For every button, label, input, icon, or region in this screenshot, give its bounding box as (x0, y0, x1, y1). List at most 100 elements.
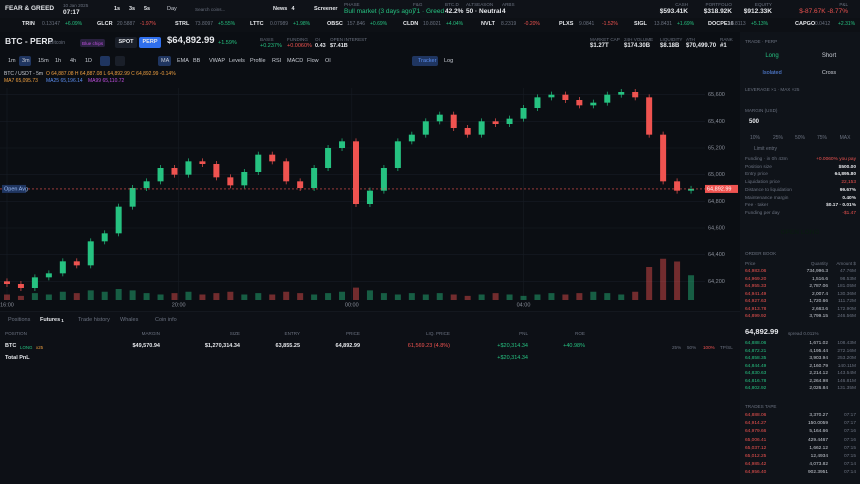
indicators[interactable]: RSI (272, 58, 282, 64)
label: Funding · in 0h 43m (745, 157, 788, 162)
symbol[interactable]: CLDN (403, 21, 419, 27)
tabs[interactable]: Coin info (155, 317, 177, 323)
chart-type-button[interactable] (100, 56, 110, 66)
speeds[interactable]: 3s (128, 6, 136, 12)
bids: 1,671.02 (809, 341, 828, 346)
label: BASIS (260, 37, 274, 42)
brand: FEAR & GREED (5, 5, 55, 12)
indicators[interactable]: Profile (250, 58, 266, 64)
volume-bar (115, 289, 122, 300)
intervals[interactable]: 1D (85, 58, 93, 64)
asks: 111.72M (838, 299, 856, 304)
candle-body (478, 121, 485, 135)
indicators[interactable]: VWAP (209, 58, 225, 64)
pcts[interactable]: 75% (816, 135, 828, 141)
isolated[interactable]: Isolated (762, 70, 782, 76)
tabs[interactable]: Trade history (78, 317, 110, 323)
intervals[interactable]: 1m (8, 58, 16, 64)
intervals[interactable]: 15m (38, 58, 49, 64)
bids: 64,802.92 (745, 386, 767, 391)
price: 65,037.12 (745, 445, 767, 451)
candle-body (101, 233, 108, 242)
indicators[interactable]: EMA (177, 58, 189, 64)
tracker[interactable]: Tracker (418, 58, 437, 64)
intervals[interactable]: 4h (70, 58, 77, 64)
indicators[interactable]: Levels (229, 58, 245, 64)
symbol[interactable]: OBSC (327, 21, 343, 27)
candle-body (73, 261, 80, 266)
candle-body (380, 168, 387, 191)
limit[interactable]: Limit entry (754, 146, 778, 152)
ohlc: O 64,887.08 H 64,887.08 L 64,892.99 C 64… (46, 71, 176, 77)
screener[interactable]: Screener (314, 6, 338, 12)
log[interactable]: Log (444, 58, 454, 64)
volume-bar (450, 294, 457, 300)
spot-button[interactable] (115, 37, 137, 48)
indicators[interactable]: BB (193, 58, 201, 64)
short[interactable]: Short (821, 53, 837, 59)
indicators[interactable]: MA (161, 58, 170, 64)
symbol[interactable]: SIGL (634, 21, 647, 27)
y-tick-label: 64,800 (708, 199, 725, 205)
bids: 131.35M (837, 386, 856, 391)
margin[interactable]: 500 (749, 118, 760, 125)
volume-bar (227, 291, 234, 300)
pcts[interactable]: 10% (749, 135, 761, 141)
news[interactable]: News (273, 6, 288, 12)
candle-body (325, 148, 332, 168)
tabs[interactable]: Whales (120, 317, 139, 323)
intervals[interactable]: 3m (22, 58, 30, 64)
symbol[interactable]: NVLT (481, 21, 495, 27)
symbol[interactable]: TRIN (22, 21, 35, 27)
candle-body (269, 154, 276, 162)
positions-panel (0, 312, 740, 484)
actions[interactable]: 100% (703, 344, 715, 350)
actions[interactable]: TP/SL (720, 344, 733, 350)
candle-body (548, 94, 555, 98)
volume-bar (31, 293, 38, 300)
volume-bar (464, 295, 471, 300)
indicators[interactable]: Flow (307, 58, 319, 64)
volume-bar (339, 291, 346, 300)
asks: 1,720.66 (809, 299, 828, 304)
spot[interactable]: SPOT (118, 39, 134, 45)
asks: 130.36M (837, 291, 856, 297)
chart-type-button[interactable] (115, 56, 125, 66)
symbol[interactable]: STRL (175, 21, 190, 27)
speeds[interactable]: 5s (143, 6, 151, 12)
speeds[interactable]: 1s (113, 6, 121, 12)
search[interactable]: Search coins... (195, 7, 226, 12)
perp[interactable]: PERP (142, 39, 158, 45)
value: 71 · Greed (413, 8, 445, 15)
symbol[interactable]: GLCR (97, 21, 113, 27)
volume-bar (45, 294, 52, 300)
indicators[interactable]: MACD (287, 58, 304, 64)
long[interactable]: Long (765, 53, 779, 59)
perp-button[interactable] (139, 37, 161, 48)
columns: POSITION (5, 331, 27, 336)
open[interactable]: OPEN LONG (780, 229, 820, 236)
volume-bar (646, 267, 653, 300)
tracker-button[interactable] (412, 56, 438, 66)
open-avg-label: Open Avg (4, 186, 28, 192)
cross[interactable]: Cross (821, 70, 837, 76)
asks: 246.56M (837, 314, 856, 319)
asks: 64,913.78 (745, 306, 767, 312)
symbol[interactable]: LTTC (250, 21, 264, 27)
intervals[interactable]: 1h (55, 58, 62, 64)
pcts[interactable]: 25% (772, 135, 784, 141)
change: +1.69% (677, 21, 695, 27)
actions[interactable]: 50% (687, 344, 697, 350)
volume-bar (17, 295, 24, 300)
symbol[interactable]: DOCPE16 (708, 21, 734, 27)
indicators[interactable]: OI (325, 58, 331, 64)
pcts[interactable]: 50% (794, 135, 806, 141)
symbol[interactable]: CAPGO (795, 21, 816, 27)
actions[interactable]: 25% (672, 344, 682, 350)
x-tick-label: 16:00 (0, 302, 14, 308)
tabs[interactable]: Futures (40, 317, 61, 323)
pcts[interactable]: MAX (839, 135, 851, 141)
day[interactable]: Day (167, 6, 177, 12)
tabs[interactable]: Positions (8, 317, 31, 323)
symbol[interactable]: PLXS (559, 21, 574, 27)
